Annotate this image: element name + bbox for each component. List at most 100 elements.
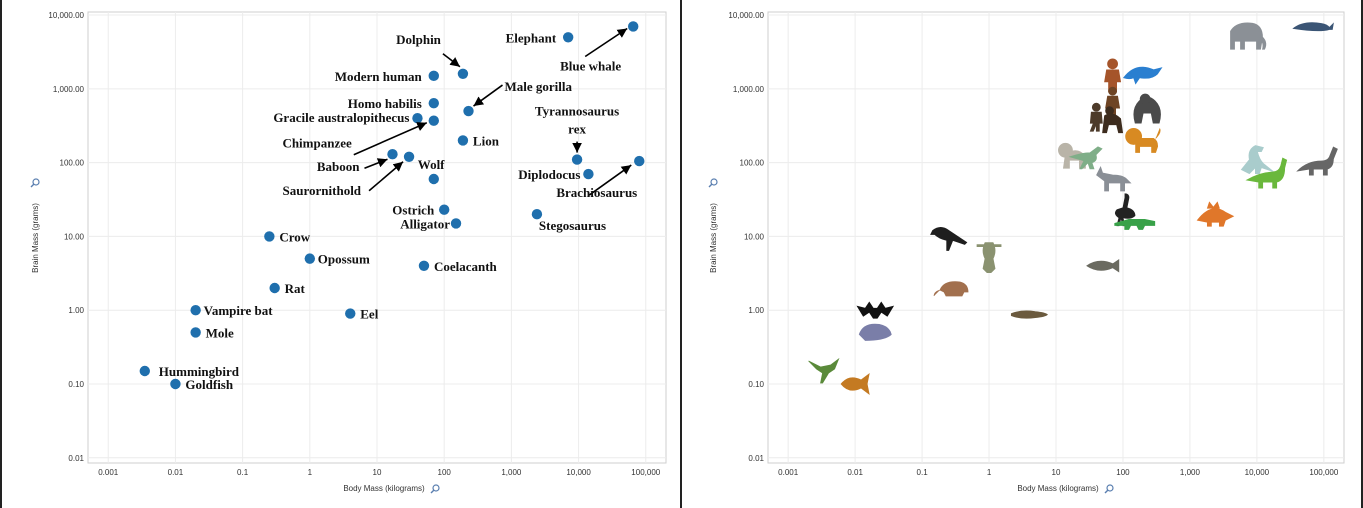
data-point-goldfish[interactable]	[170, 378, 181, 390]
blue-whale-icon[interactable]	[1292, 22, 1334, 32]
x-tick-label: 1	[987, 468, 992, 477]
data-point-stegosaurus[interactable]	[531, 209, 543, 220]
point-label-blue-whale: Blue whale	[560, 58, 621, 73]
x-axis-title: Body Mass (kilograms)	[1017, 484, 1099, 493]
elephant-icon[interactable]	[1230, 22, 1267, 50]
alligator-icon[interactable]	[1114, 219, 1156, 230]
data-point-eel[interactable]	[345, 308, 356, 319]
x-axis-title: Body Mass (kilograms)	[343, 484, 425, 493]
data-point-coelacanth[interactable]	[418, 260, 430, 271]
data-point-crow[interactable]	[264, 231, 275, 242]
left-chart-panel: 0.001 0.01 0.1 1 10 100 1,000 10,000 100,000 10,0…	[0, 0, 682, 508]
data-point-alligator[interactable]	[450, 218, 462, 229]
data-point-tyrannosaurus-rex[interactable]	[571, 154, 583, 165]
x-axis-search-icon[interactable]	[430, 484, 440, 494]
point-label-eel: Eel	[360, 307, 378, 322]
y-tick-label: 0.10	[68, 380, 84, 389]
data-point-vampire-bat[interactable]	[190, 305, 201, 316]
annotation-arrow-blue-whale	[584, 27, 628, 58]
data-point-ostrich[interactable]	[438, 204, 450, 215]
gracile-australopithecus-icon[interactable]	[1089, 102, 1103, 132]
chimpanzee-icon[interactable]	[1102, 106, 1124, 134]
data-point-baboon[interactable]	[387, 149, 398, 160]
data-point-wolf[interactable]	[428, 173, 439, 185]
opossum-icon[interactable]	[976, 242, 1002, 274]
data-point-lion[interactable]	[457, 135, 469, 146]
y-tick-label: 1,000.00	[53, 85, 85, 94]
data-point-gracile-australopithecus[interactable]	[412, 113, 423, 124]
tyrannosaurus-rex-icon[interactable]	[1240, 145, 1274, 175]
data-point-elephant[interactable]	[562, 32, 574, 43]
diplodocus-icon[interactable]	[1245, 157, 1288, 189]
y-tick-label: 0.10	[748, 380, 764, 389]
point-label-ostrich: Ostrich	[392, 203, 435, 218]
y-tick-label: 1,000.00	[733, 85, 765, 94]
data-point-hummingbird[interactable]	[139, 365, 150, 377]
ostrich-icon[interactable]	[1114, 193, 1136, 227]
point-label-brachiosaurus: Brachiosaurus	[556, 185, 637, 200]
data-point-male-gorilla[interactable]	[463, 105, 474, 117]
x-axis-search-icon[interactable]	[1104, 484, 1114, 494]
point-label-saurornithold: Saurornithold	[283, 183, 362, 198]
point-label-crow: Crow	[279, 229, 310, 244]
crow-icon[interactable]	[930, 227, 968, 251]
y-tick-label: 10.00	[64, 232, 85, 241]
male-gorilla-icon[interactable]	[1133, 93, 1161, 124]
x-tick-label: 100	[438, 468, 452, 477]
y-tick-label: 0.01	[748, 454, 764, 463]
data-point-opossum[interactable]	[304, 253, 316, 264]
wolf-icon[interactable]	[1096, 165, 1132, 192]
y-tick-label: 10.00	[744, 232, 765, 241]
brachiosaurus-icon[interactable]	[1296, 146, 1338, 176]
point-label-homo-habilis: Homo habilis	[348, 96, 422, 111]
y-axis-search-icon[interactable]	[708, 178, 718, 188]
saurornithold-icon[interactable]	[1068, 146, 1103, 170]
data-point-diplodocus[interactable]	[583, 168, 594, 180]
data-point-modern-human[interactable]	[428, 70, 439, 82]
x-tick-label: 0.001	[778, 468, 799, 477]
point-label-male-gorilla: Male gorilla	[504, 79, 572, 94]
point-label-hummingbird: Hummingbird	[159, 364, 240, 379]
point-label-gracile-australopithecus: Gracile australopithecus	[273, 110, 409, 125]
y-tick-label: 10,000.00	[48, 11, 84, 20]
x-tick-label: 10	[373, 468, 382, 477]
y-axis-title: Brain Mass (grams)	[31, 203, 40, 273]
dolphin-icon[interactable]	[1122, 66, 1163, 85]
data-point-dolphin[interactable]	[457, 68, 469, 79]
mole-icon[interactable]	[858, 323, 892, 341]
rat-icon[interactable]	[933, 281, 969, 297]
x-tick-label: 10,000	[566, 468, 591, 477]
data-point-blue-whale[interactable]	[628, 21, 639, 32]
x-tick-label: 10	[1052, 468, 1061, 477]
y-tick-label: 1.00	[68, 306, 84, 315]
x-tick-label: 0.01	[847, 468, 863, 477]
x-tick-label: 100,000	[1309, 468, 1338, 477]
y-tick-label: 0.01	[68, 454, 84, 463]
x-tick-label: 100,000	[631, 468, 660, 477]
coelacanth-icon[interactable]	[1086, 259, 1120, 273]
point-label-vampire-bat: Vampire bat	[204, 303, 274, 318]
data-point-brachiosaurus[interactable]	[634, 155, 645, 167]
stegosaurus-icon[interactable]	[1196, 201, 1235, 227]
goldfish-icon[interactable]	[840, 373, 870, 395]
x-tick-label: 1	[308, 468, 313, 477]
y-tick-label: 100.00	[60, 159, 85, 168]
annotation-arrow-saurornithold	[368, 161, 404, 192]
data-point-saurornithold[interactable]	[403, 151, 415, 162]
hummingbird-icon[interactable]	[808, 357, 840, 384]
data-point-homo-habilis[interactable]	[428, 97, 439, 109]
data-point-chimpanzee[interactable]	[428, 115, 439, 126]
annotation-arrow-brachiosaurus	[588, 164, 632, 196]
point-label-elephant: Elephant	[506, 30, 557, 45]
annotation-arrow-baboon	[364, 158, 388, 169]
lion-icon[interactable]	[1125, 128, 1161, 153]
point-label-lion: Lion	[473, 133, 500, 148]
vampire-bat-icon[interactable]	[856, 301, 895, 319]
point-label-stegosaurus: Stegosaurus	[539, 218, 606, 233]
eel-icon[interactable]	[1010, 310, 1048, 319]
data-point-mole[interactable]	[190, 327, 201, 338]
y-axis-search-icon[interactable]	[30, 178, 40, 188]
point-label-opossum: Opossum	[318, 252, 370, 267]
data-point-rat[interactable]	[269, 282, 280, 294]
modern-human-icon[interactable]	[1104, 58, 1122, 93]
